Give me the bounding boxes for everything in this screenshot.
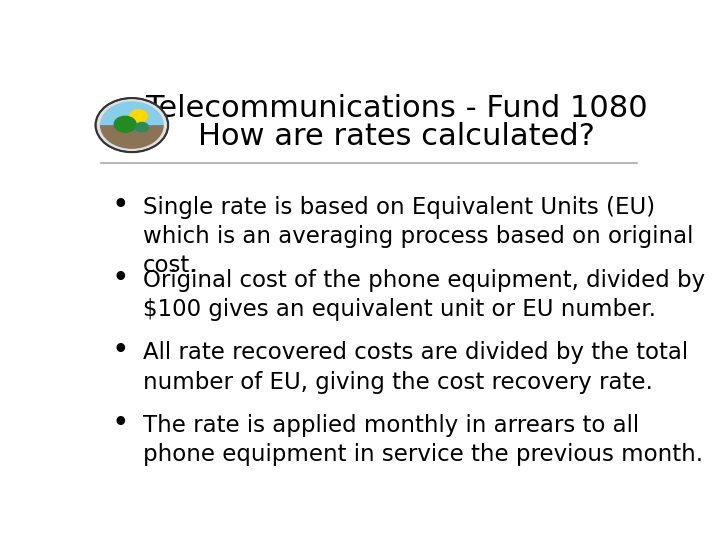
Wedge shape xyxy=(100,102,163,125)
Text: Telecommunications - Fund 1080: Telecommunications - Fund 1080 xyxy=(145,94,648,123)
Text: The rate is applied monthly in arrears to all
phone equipment in service the pre: The rate is applied monthly in arrears t… xyxy=(143,414,703,467)
Text: •: • xyxy=(112,409,130,438)
Text: All rate recovered costs are divided by the total
number of EU, giving the cost : All rate recovered costs are divided by … xyxy=(143,341,688,394)
Text: •: • xyxy=(112,264,130,293)
Circle shape xyxy=(135,122,149,133)
Circle shape xyxy=(129,109,148,123)
Text: Original cost of the phone equipment, divided by
$100 gives an equivalent unit o: Original cost of the phone equipment, di… xyxy=(143,268,705,321)
Text: •: • xyxy=(112,336,130,366)
Circle shape xyxy=(96,98,168,152)
Text: How are rates calculated?: How are rates calculated? xyxy=(199,122,595,151)
Text: Single rate is based on Equivalent Units (EU)
which is an averaging process base: Single rate is based on Equivalent Units… xyxy=(143,196,693,278)
Text: •: • xyxy=(112,191,130,220)
Ellipse shape xyxy=(127,126,148,131)
Wedge shape xyxy=(100,125,163,149)
Circle shape xyxy=(114,116,137,133)
